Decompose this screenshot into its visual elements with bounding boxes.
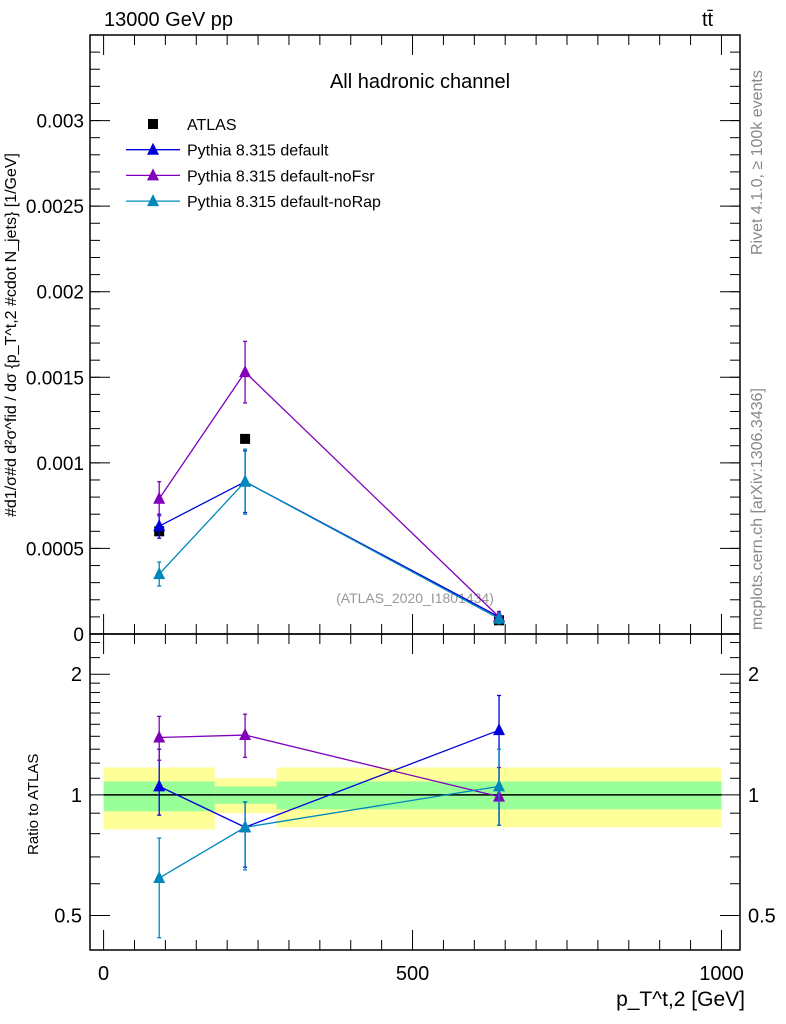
ratio-frame [89, 633, 741, 951]
y-tick-label: 0.0025 [26, 197, 84, 218]
x-axis-label: p_T^t,2 [GeV] [616, 988, 745, 1011]
legend-marker-triangle [147, 194, 159, 207]
ratio-y-tick-label: 1 [71, 785, 82, 807]
data-point-triangle [153, 567, 166, 580]
legend-marker-triangle [147, 142, 159, 155]
ratio-y-tick-label: 2 [71, 664, 82, 686]
y-tick-label: 0.003 [36, 112, 84, 133]
ratio-y-tick-label-right: 2 [748, 664, 759, 686]
y-tick-label: 0.0005 [26, 539, 84, 560]
ratio-point [493, 723, 506, 736]
x-tick-label: 0 [98, 963, 109, 985]
series-line-2 [158, 371, 500, 618]
side-text-top: Rivet 4.1.0, ≥ 100k events [749, 70, 766, 255]
side-text-bottom: mcplots.cern.ch [arXiv:1306.3436] [749, 388, 766, 630]
legend-label: Pythia 8.315 default-noRap [187, 194, 381, 211]
header-left: 13000 GeV pp [104, 9, 233, 31]
ratio-y-tick-label-right: 1 [748, 785, 759, 807]
legend-marker-square [148, 119, 158, 129]
chart-title: All hadronic channel [330, 71, 510, 93]
y-axis-label-ratio: Ratio to ATLAS [25, 754, 42, 855]
ratio-point [153, 779, 166, 792]
y-tick-label: 0.002 [36, 283, 84, 304]
ratio-point [239, 728, 252, 741]
data-point-triangle [153, 491, 166, 504]
legend-marker-triangle [147, 168, 159, 181]
data-point-triangle [493, 611, 506, 624]
ratio-y-tick-label: 0.5 [54, 905, 82, 927]
data-point-triangle [239, 474, 252, 487]
data-point-square [240, 433, 251, 444]
data-point-triangle [153, 519, 166, 532]
legend-label: Pythia 8.315 default-noFsr [187, 168, 375, 185]
y-tick-label: 0 [73, 625, 84, 646]
x-tick-label: 500 [396, 963, 429, 985]
ratio-point [239, 820, 252, 833]
ratio-point [493, 779, 506, 792]
ratio-point [153, 871, 166, 884]
x-tick-label: 1000 [699, 963, 744, 985]
ratio-y-tick-label-right: 0.5 [748, 905, 776, 927]
y-tick-label: 0.001 [36, 454, 84, 475]
main-panel: 0 0.0005 0.001 0.0015 0.002 0.0025 0.003 [26, 34, 741, 646]
header-right: tt̄ [702, 9, 714, 31]
legend: ATLAS Pythia 8.315 default Pythia 8.315 de… [126, 117, 381, 211]
y-axis-label-top: #d1/σ#d d²σ^fid / dσ {p_T^t,2 #cdot N_je… [3, 153, 20, 517]
legend-label: ATLAS [187, 117, 237, 134]
data-point-triangle [239, 365, 252, 378]
ratio-panel: 0.5 0.5 1 1 2 2 0 500 1000 [54, 633, 776, 985]
y-tick-label: 0.0015 [26, 368, 84, 389]
ratio-point [153, 730, 166, 743]
legend-label: Pythia 8.315 default [187, 143, 329, 160]
